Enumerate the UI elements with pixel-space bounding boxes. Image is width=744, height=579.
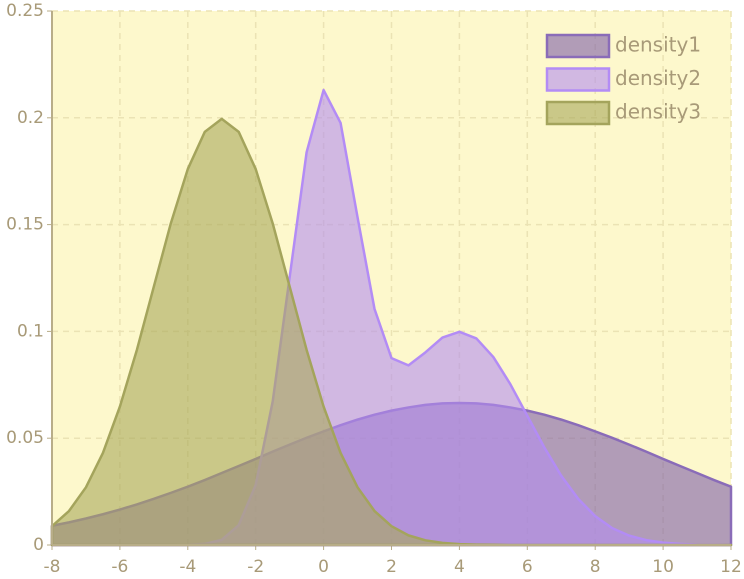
y-tick-label: 0.25 <box>6 1 44 21</box>
x-tick-label: -4 <box>179 557 196 577</box>
x-tick-label: 12 <box>720 557 742 577</box>
x-tick-label: -6 <box>111 557 128 577</box>
x-tick-label: 10 <box>652 557 674 577</box>
x-tick-label: 4 <box>454 557 465 577</box>
y-tick-label: 0.05 <box>6 428 44 448</box>
y-tick-label: 0.15 <box>6 215 44 235</box>
legend-swatch <box>545 33 611 59</box>
y-tick-label: 0.2 <box>17 108 44 128</box>
legend-label: density1 <box>615 33 701 57</box>
x-tick-label: 8 <box>590 557 601 577</box>
y-tick-label: 0.1 <box>17 321 44 341</box>
y-tick-label: 0 <box>33 535 44 555</box>
legend-label: density3 <box>615 100 701 124</box>
x-tick-label: -2 <box>247 557 264 577</box>
x-tick-label: -8 <box>44 557 61 577</box>
x-tick-label: 0 <box>318 557 329 577</box>
legend-swatch <box>545 100 611 126</box>
legend-label: density2 <box>615 66 701 90</box>
x-tick-label: 2 <box>386 557 397 577</box>
legend-swatch <box>545 67 611 92</box>
x-tick-label: 6 <box>522 557 533 577</box>
